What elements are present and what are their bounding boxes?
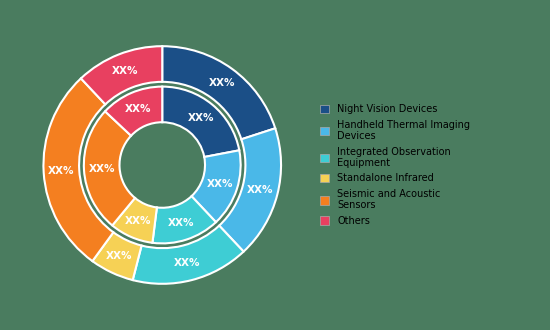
Text: XX%: XX% [89, 164, 115, 174]
Wedge shape [84, 111, 135, 225]
Text: XX%: XX% [125, 215, 151, 226]
Wedge shape [112, 198, 157, 243]
Wedge shape [81, 46, 162, 104]
Wedge shape [191, 150, 241, 222]
Text: XX%: XX% [188, 113, 214, 123]
Wedge shape [162, 86, 239, 157]
Text: XX%: XX% [168, 217, 194, 228]
Wedge shape [133, 226, 244, 284]
Wedge shape [92, 232, 141, 280]
Wedge shape [43, 79, 113, 261]
Text: XX%: XX% [207, 179, 233, 189]
Legend: Night Vision Devices, Handheld Thermal Imaging
Devices, Integrated Observation
E: Night Vision Devices, Handheld Thermal I… [316, 100, 474, 230]
Wedge shape [162, 46, 275, 139]
Text: XX%: XX% [125, 104, 151, 115]
Wedge shape [219, 128, 281, 251]
Wedge shape [105, 86, 162, 136]
Wedge shape [152, 196, 216, 244]
Text: XX%: XX% [106, 251, 133, 261]
Text: XX%: XX% [208, 78, 235, 88]
Text: XX%: XX% [174, 258, 201, 268]
Text: XX%: XX% [247, 185, 273, 195]
Text: XX%: XX% [48, 166, 75, 176]
Text: XX%: XX% [112, 66, 139, 76]
